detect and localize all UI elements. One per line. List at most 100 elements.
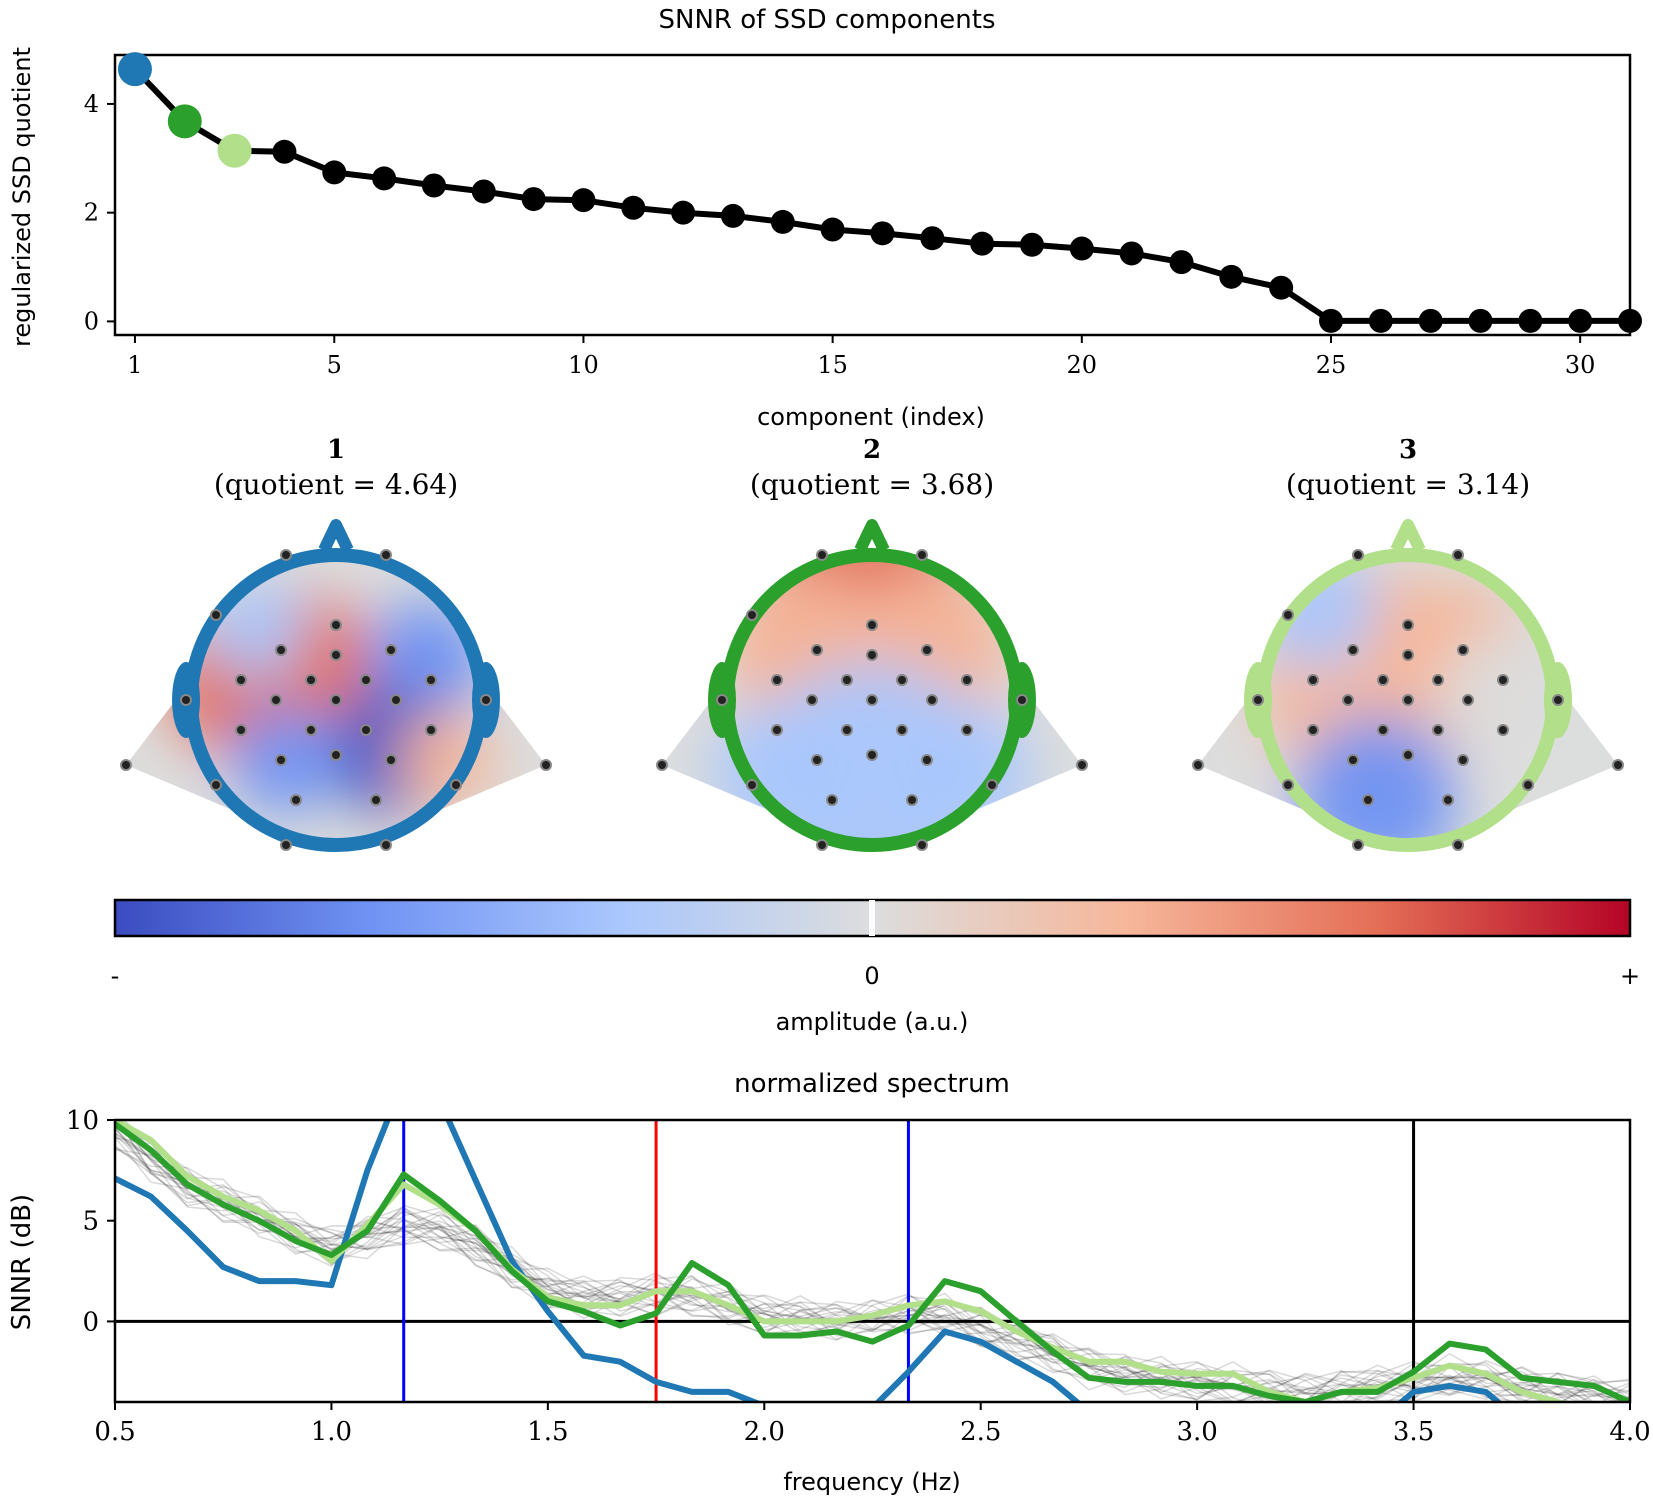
spectrum-series-line [115, 1120, 1503, 1402]
topomap-nose [318, 519, 354, 553]
topomap-sensor [450, 779, 462, 791]
quotient-xtick-label: 10 [568, 351, 599, 379]
colorbar: - 0 + amplitude (a.u.) [111, 898, 1640, 1036]
topomap-sensor [896, 724, 908, 736]
topomap-sensor [826, 794, 838, 806]
spectrum-component-trace [115, 1127, 1609, 1402]
spectrum-xtick-label: 2.0 [744, 1417, 785, 1447]
topomap-sensor [385, 754, 397, 766]
topomap-sensor [1282, 609, 1294, 621]
spectrum-xtick-label: 3.5 [1393, 1417, 1434, 1447]
topomap-sensor [1282, 779, 1294, 791]
quotient-series-line [132, 67, 1630, 324]
topomap-sensor [841, 674, 853, 686]
topomap-sensor [1497, 674, 1509, 686]
topomap-sensor [210, 609, 222, 621]
topomap-sensor [1522, 779, 1534, 791]
topomap-sensor [1402, 649, 1414, 661]
topomap-sensor [270, 694, 282, 706]
quotient-xtick-label: 15 [817, 351, 848, 379]
quotient-xtick-label: 20 [1067, 351, 1098, 379]
quotient-point [1418, 308, 1443, 333]
topomap-sensor [305, 674, 317, 686]
topomap-sensor [275, 754, 287, 766]
topomap-sensor [1402, 694, 1414, 706]
topomap-sensor [1347, 644, 1359, 656]
topomap-sensor [1352, 839, 1364, 851]
topomap-sensor [1076, 759, 1088, 771]
topomap-sensor [961, 724, 973, 736]
topomap-sensor [806, 694, 818, 706]
quotient-ytick-label: 2 [84, 199, 99, 227]
spectrum-component-trace [115, 1132, 1630, 1402]
topomap-sensor [1307, 674, 1319, 686]
quotient-point [1019, 232, 1044, 257]
quotient-point [920, 226, 945, 251]
topomap-sensor [1452, 549, 1464, 561]
topomap-sensor [280, 839, 292, 851]
topomap-quotient-label: (quotient = 4.64) [214, 468, 458, 501]
quotient-point [770, 209, 795, 234]
quotient-point [1318, 308, 1343, 333]
quotient-point [272, 139, 297, 164]
topomap-sensor [961, 674, 973, 686]
quotient-point [621, 195, 646, 220]
topomap-3: 3(quotient = 3.14) [1192, 435, 1624, 852]
topomap-sensor [716, 694, 728, 706]
spectrum-component-trace [115, 1126, 1630, 1402]
spectrum-xtick-label: 2.5 [960, 1417, 1001, 1447]
topomap-sensor [480, 694, 492, 706]
topomap-quotient-label: (quotient = 3.14) [1286, 468, 1530, 501]
spectrum-series-line [115, 1121, 1630, 1402]
topomap-sensor [1252, 694, 1264, 706]
topomap-sensor [275, 644, 287, 656]
topomap-sensor [1402, 749, 1414, 761]
topomap-sensor [330, 649, 342, 661]
quotient-point [1069, 236, 1094, 261]
topomap-sensor [235, 674, 247, 686]
quotient-point [1368, 308, 1393, 333]
topomap-sensor [1457, 754, 1469, 766]
topomap-sensor [866, 749, 878, 761]
topomap-sensor [280, 549, 292, 561]
topomap-sensor [866, 619, 878, 631]
topomap-sensor [916, 839, 928, 851]
topomap-sensor [425, 724, 437, 736]
topomap-sensor [330, 694, 342, 706]
quotient-point [1119, 241, 1144, 266]
spectrum-component-trace [115, 1127, 1630, 1402]
topomap-sensor [290, 794, 302, 806]
topomap-sensor [841, 724, 853, 736]
spectrum-chart-title: normalized spectrum [734, 1069, 1010, 1099]
colorbar-label: amplitude (a.u.) [776, 1008, 969, 1036]
spectrum-xtick-label: 1.0 [311, 1417, 352, 1447]
topomap-sensor [771, 724, 783, 736]
spectrum-ytick-label: 0 [82, 1307, 99, 1337]
topomap-amplitude-region [206, 580, 306, 680]
quotient-point [167, 104, 202, 139]
topomap-sensor [1352, 549, 1364, 561]
topomap-nose [854, 519, 890, 553]
spectrum-component-trace [116, 1120, 1624, 1402]
topomap-sensor [746, 779, 758, 791]
topomap-sensor [916, 549, 928, 561]
topomap-sensor [380, 549, 392, 561]
spectrum-component-trace [117, 1120, 1624, 1402]
colorbar-tick-label: + [1620, 962, 1640, 990]
spectrum-component-trace [115, 1133, 1583, 1402]
spectrum-xtick-label: 0.5 [94, 1417, 135, 1447]
topomap-sensor [1192, 759, 1204, 771]
topomap-sensor [896, 674, 908, 686]
topomap-sensor [235, 724, 247, 736]
topomap-sensor [906, 794, 918, 806]
quotient-point [1169, 250, 1194, 275]
topomap-sensor [816, 549, 828, 561]
topomaps: 1(quotient = 4.64)2(quotient = 3.68)3(qu… [120, 435, 1624, 852]
topomap-sensor [1612, 759, 1624, 771]
quotient-point [521, 187, 546, 212]
quotient-point [1518, 308, 1543, 333]
topomap-amplitude-region [1298, 715, 1458, 845]
topomap-sensor [746, 609, 758, 621]
spectrum-component-trace [115, 1137, 1630, 1402]
